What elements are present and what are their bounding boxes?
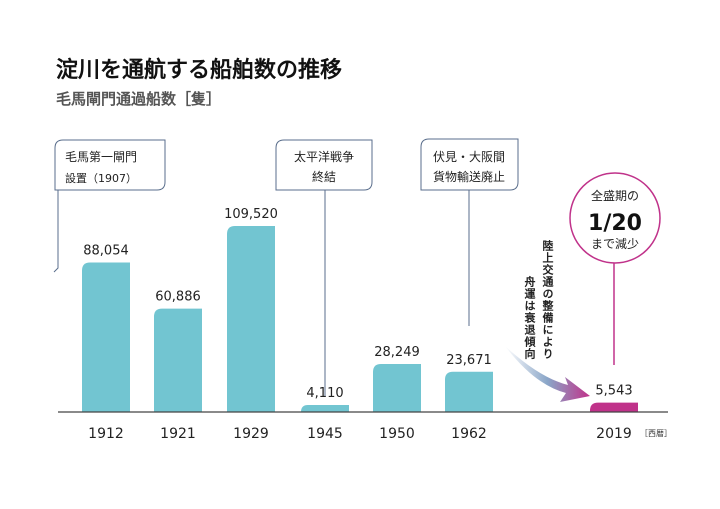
data-label-1929: 109,520 xyxy=(224,207,278,222)
bar-1912 xyxy=(82,262,130,412)
callout-box-1912 xyxy=(54,139,166,191)
callout-text-1945-line1: 太平洋戦争 xyxy=(294,149,354,164)
tick-label-1921: 1921 xyxy=(160,426,196,442)
callout-text-1962-line2: 貨物輸送廃止 xyxy=(433,169,505,184)
trend-note-line1: 陸上交通の整備により xyxy=(541,240,554,360)
data-label-1921: 60,886 xyxy=(155,290,201,305)
bar-1921 xyxy=(154,308,202,412)
callout-text-2019-line3: まで減少 xyxy=(591,236,639,251)
bar-1929 xyxy=(227,226,275,412)
callout-text-2019-ratio: 1/20 xyxy=(588,211,642,236)
trend-note-line2: 舟運は衰退傾向 xyxy=(523,276,536,360)
trend-arrow-icon xyxy=(505,346,590,402)
tick-label-1929: 1929 xyxy=(233,426,269,442)
tick-label-1950: 1950 xyxy=(379,426,415,442)
callout-text-1962-line1: 伏見・大阪間 xyxy=(433,150,505,164)
callout-text-1912-line2: 設置（1907） xyxy=(65,171,137,185)
data-label-2019: 5,543 xyxy=(595,384,632,399)
callout-box-1945 xyxy=(275,139,373,191)
data-label-1912: 88,054 xyxy=(83,243,129,258)
bar-2019 xyxy=(590,402,638,412)
data-label-1950: 28,249 xyxy=(374,345,420,360)
tick-label-1945: 1945 xyxy=(307,426,343,442)
callout-circle-2019 xyxy=(569,172,661,264)
callout-leader-1912 xyxy=(53,190,59,273)
chart-subtitle: 毛馬閘門通過船数［隻］ xyxy=(56,90,222,108)
callout-box-1962 xyxy=(420,138,519,191)
data-label-1962: 23,671 xyxy=(446,353,492,368)
callout-text-2019-line1: 全盛期の xyxy=(591,188,639,203)
x-unit-label: ［西暦］ xyxy=(640,429,672,438)
bar-1962 xyxy=(445,371,493,412)
callout-text-1945-line2: 終結 xyxy=(312,169,336,184)
tick-label-1912: 1912 xyxy=(88,426,124,442)
tick-label-1962: 1962 xyxy=(451,426,487,442)
chart-title: 淀川を通航する船舶数の推移 xyxy=(56,58,343,83)
bar-1950 xyxy=(373,364,421,412)
bar-1945 xyxy=(301,405,349,412)
tick-label-2019: 2019 xyxy=(596,426,632,442)
callout-text-1912-line1: 毛馬第一閘門 xyxy=(65,150,137,164)
